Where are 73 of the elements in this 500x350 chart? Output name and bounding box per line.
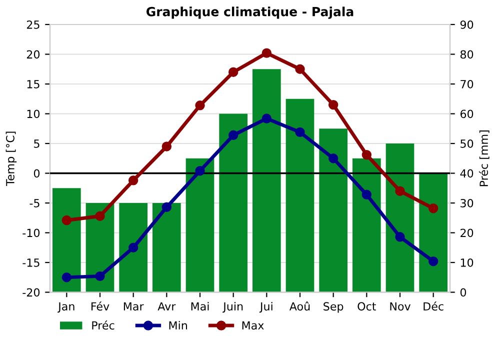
y2-tick-label: 10 (460, 258, 474, 267)
x-tick-label: Juin (222, 302, 243, 313)
point (328, 154, 338, 164)
bar (419, 173, 448, 292)
point (362, 150, 372, 160)
y-tick-label: 0 (34, 169, 40, 178)
x-tick-label: Déc (424, 302, 444, 311)
y2-tick-label: 0 (460, 288, 466, 297)
point (95, 271, 105, 282)
y2-axis-title: Préc [mm] (478, 130, 490, 186)
point (228, 67, 238, 77)
point (62, 215, 72, 226)
point (128, 176, 138, 186)
y-tick-label: 5 (34, 140, 40, 148)
y-axis-title: Temp [°C] (6, 132, 17, 186)
chart-title: Graphique climatique - Pajala (146, 6, 354, 19)
x-tick-label: Jui (259, 302, 272, 313)
y-tick-label: -5 (30, 199, 40, 208)
legend-label: Max (242, 321, 264, 330)
x-tick-label: Sep (324, 302, 344, 313)
y2-tick-label: 60 (460, 110, 474, 118)
point (162, 142, 172, 152)
x-tick-label: Mar (124, 302, 144, 311)
point (228, 130, 238, 140)
y-tick-label: -15 (22, 258, 40, 267)
bar (286, 98, 314, 292)
bar (52, 188, 81, 292)
x-tick-label: Mai (191, 302, 209, 311)
bar (219, 114, 248, 292)
y2-tick-label: 20 (460, 228, 474, 238)
y-tick-label: -20 (22, 288, 40, 297)
legend-label: Préc (92, 320, 114, 330)
point (95, 211, 105, 221)
y-tick-label: 15 (27, 80, 40, 88)
y-tick-label: 10 (27, 110, 40, 118)
point (428, 256, 438, 266)
y-tick-label: 25 (26, 20, 40, 29)
x-tick-label: Nov (390, 302, 411, 311)
bar (352, 158, 381, 292)
y-tick-label: -10 (22, 228, 40, 238)
point (195, 100, 205, 110)
bar (252, 69, 281, 292)
point (295, 127, 305, 138)
point (295, 64, 305, 74)
point (262, 114, 272, 124)
point (328, 100, 338, 110)
point (362, 190, 372, 200)
bar (319, 128, 348, 292)
y-tick-label: 20 (26, 50, 40, 59)
point (62, 272, 72, 282)
y2-tick-label: 40 (460, 169, 474, 178)
y2-tick-label: 70 (460, 80, 474, 88)
y2-tick-label: 50 (460, 139, 474, 148)
point (162, 202, 172, 212)
point (128, 242, 138, 252)
bar (152, 203, 181, 292)
point (395, 186, 405, 196)
y2-tick-label: 30 (460, 198, 474, 208)
x-tick-label: Aoû (289, 302, 310, 311)
legend-label: Min (169, 320, 187, 330)
point (395, 232, 405, 242)
point (428, 203, 438, 214)
point (262, 48, 272, 58)
x-tick-label: Avr (158, 302, 176, 310)
point (195, 166, 205, 176)
x-tick-label: Fév (91, 302, 110, 311)
bar (119, 203, 148, 292)
y2-tick-label: 80 (460, 50, 474, 59)
x-tick-label: Oct (358, 302, 376, 311)
x-tick-label: Jan (58, 302, 74, 313)
bar (386, 144, 414, 292)
y2-tick-label: 90 (460, 20, 474, 29)
bar (186, 158, 214, 292)
